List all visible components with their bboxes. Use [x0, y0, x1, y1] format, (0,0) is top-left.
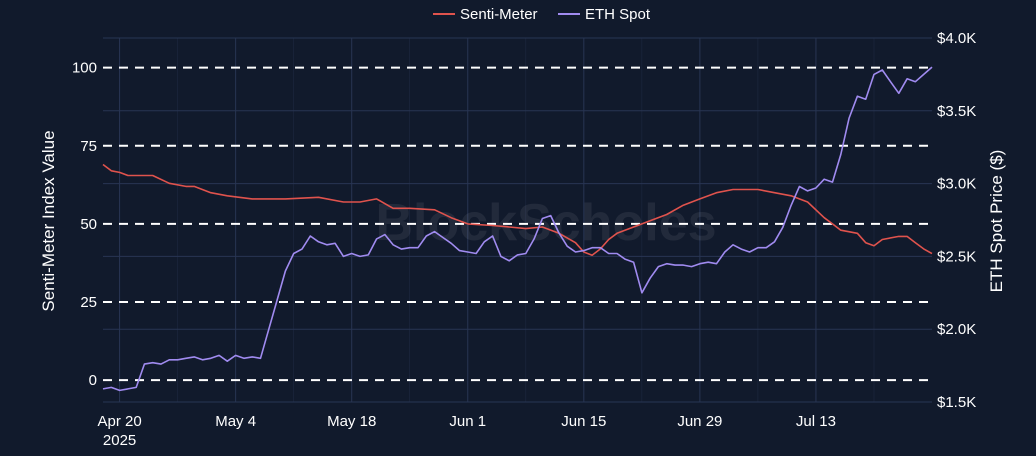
x-tick-sublabel: 2025 — [103, 432, 136, 449]
left-tick-label: 100 — [72, 60, 97, 77]
right-tick-label: $1.5K — [937, 394, 976, 411]
left-tick-label: 25 — [80, 294, 97, 311]
x-tick-label: Jun 29 — [677, 413, 722, 430]
x-tick-label: Jul 13 — [796, 413, 836, 430]
right-axis-title: ETH Spot Price ($) — [987, 150, 1006, 293]
left-tick-label: 50 — [80, 216, 97, 233]
right-tick-label: $3.5K — [937, 103, 976, 120]
reference-lines — [103, 66, 932, 382]
x-tick-label: Jun 15 — [561, 413, 606, 430]
x-axis-ticks: Apr 20 2025 May 4 May 18 Jun 1 Jun 15 Jun 29 Ju… — [97, 413, 835, 449]
legend: Senti-Meter ETH Spot — [433, 6, 651, 23]
x-tick-label: Jun 1 — [449, 413, 486, 430]
x-tick-label: May 4 — [215, 413, 256, 430]
left-tick-label: 75 — [80, 138, 97, 155]
series-line-senti-meter — [102, 163, 933, 256]
right-tick-label: $2.0K — [937, 321, 976, 338]
legend-label-senti-meter: Senti-Meter — [460, 6, 538, 23]
right-tick-label: $4.0K — [937, 30, 976, 47]
x-tick-label: May 18 — [327, 413, 376, 430]
left-axis-title: Senti-Meter Index Value — [39, 130, 58, 311]
legend-label-eth-spot: ETH Spot — [585, 6, 651, 23]
right-axis-ticks: $1.5K $2.0K $2.5K $3.0K $3.5K $4.0K — [937, 30, 976, 411]
right-tick-label: $3.0K — [937, 176, 976, 193]
x-tick-label: Apr 20 — [97, 413, 141, 430]
legend-item-eth-spot[interactable]: ETH Spot — [558, 6, 651, 23]
legend-item-senti-meter[interactable]: Senti-Meter — [433, 6, 538, 23]
right-tick-label: $2.5K — [937, 248, 976, 265]
left-tick-label: 0 — [89, 372, 97, 389]
grid-layer — [103, 37, 932, 403]
left-axis-ticks: 0 25 50 75 100 — [72, 60, 97, 389]
series-layer — [102, 66, 933, 392]
series-line-eth-spot — [102, 66, 933, 392]
watermark-text: BlockScholes — [375, 194, 716, 252]
